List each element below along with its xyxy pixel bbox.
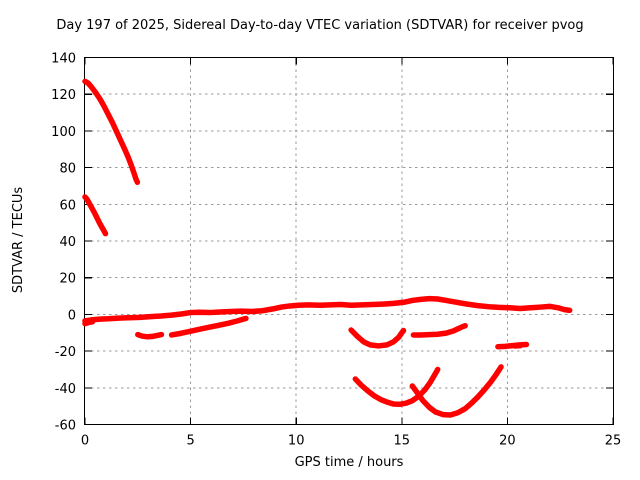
y-tick-label: 80 — [59, 162, 76, 177]
y-axis-title: SDTVAR / TECUs — [11, 187, 26, 294]
data-series-arc-mid-descending — [82, 194, 109, 237]
data-series-segment-dip-12p6-to-15 — [348, 327, 407, 349]
gridlines — [85, 57, 613, 425]
y-axis-tick-labels: -60 -40 -20 0 20 40 60 80 100 120 140 — [51, 52, 76, 434]
y-tick-label: 140 — [51, 52, 76, 67]
data-series-main-band-near-zero — [82, 295, 573, 324]
data-series-segment-low-0-to-2 — [82, 318, 96, 327]
x-tick-label: 15 — [394, 434, 411, 449]
data-series-deep-U-first — [352, 366, 441, 408]
x-tick-label: 10 — [288, 434, 305, 449]
y-tick-label: -60 — [55, 419, 76, 434]
y-tick-label: 100 — [51, 125, 76, 140]
data-series-segment-low-4-to-7p6 — [168, 315, 249, 338]
data-series-group — [82, 78, 573, 418]
y-tick-label: 0 — [68, 308, 76, 323]
tick-marks — [84, 56, 614, 426]
data-series-arc-high-descending — [82, 78, 141, 186]
y-tick-label: 120 — [51, 88, 76, 103]
plot-frame — [83, 56, 615, 426]
data-series-segment-low-2p5-to-3p6 — [135, 331, 165, 340]
y-tick-label: 40 — [59, 235, 76, 250]
y-tick-label: 20 — [59, 272, 76, 287]
x-tick-label: 20 — [499, 434, 516, 449]
page-title: Day 197 of 2025, Sidereal Day-to-day VTE… — [56, 18, 584, 33]
x-axis-tick-labels: 0 5 10 15 20 25 — [81, 434, 621, 449]
y-tick-label: -40 — [55, 382, 76, 397]
y-tick-label: -20 — [55, 345, 76, 360]
data-series-deep-U-second — [409, 364, 504, 418]
data-series-segment-low-15p6-to-18 — [410, 323, 468, 338]
y-tick-label: 60 — [59, 198, 76, 213]
x-tick-label: 0 — [81, 434, 89, 449]
x-tick-label: 25 — [605, 434, 622, 449]
x-tick-label: 5 — [186, 434, 194, 449]
x-axis-title: GPS time / hours — [295, 455, 404, 470]
